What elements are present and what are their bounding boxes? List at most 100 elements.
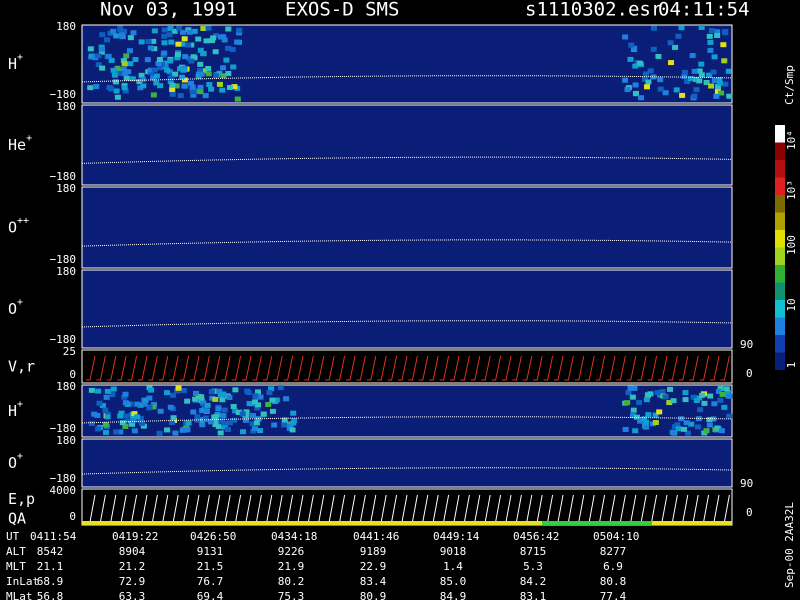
y-tick-top: 180 bbox=[56, 265, 76, 278]
blob bbox=[127, 401, 134, 407]
cell: 9226 bbox=[278, 545, 305, 558]
sweep bbox=[210, 355, 221, 381]
blob bbox=[88, 53, 95, 59]
blob bbox=[198, 394, 205, 400]
cell: 5.3 bbox=[523, 560, 543, 573]
blob bbox=[95, 62, 102, 68]
blob bbox=[179, 41, 186, 47]
blob bbox=[655, 53, 662, 59]
right-tick: 0 bbox=[746, 367, 753, 380]
blob bbox=[220, 413, 227, 419]
blob bbox=[197, 84, 204, 90]
blob bbox=[199, 422, 206, 428]
blob bbox=[273, 397, 280, 403]
blob bbox=[87, 85, 94, 91]
blob bbox=[212, 422, 219, 428]
sweep bbox=[658, 355, 668, 381]
blob bbox=[134, 401, 141, 407]
trace bbox=[81, 156, 733, 164]
cell: 0441:46 bbox=[353, 530, 399, 543]
cell: 69.4 bbox=[197, 590, 224, 600]
cell: 75.3 bbox=[278, 590, 305, 600]
blob bbox=[226, 420, 233, 426]
blob bbox=[628, 42, 635, 48]
blob bbox=[265, 401, 272, 407]
blob bbox=[669, 429, 676, 435]
blob bbox=[268, 386, 275, 392]
sweep bbox=[283, 355, 294, 381]
sweep bbox=[377, 355, 387, 381]
blob bbox=[121, 85, 128, 91]
blob bbox=[249, 421, 256, 427]
blob bbox=[631, 385, 638, 391]
blob bbox=[637, 418, 644, 424]
blob bbox=[193, 390, 200, 396]
blob bbox=[209, 395, 216, 401]
blob bbox=[226, 394, 233, 400]
blob bbox=[108, 86, 115, 92]
blob bbox=[688, 76, 695, 82]
blob bbox=[180, 388, 187, 394]
panel-label: H+ bbox=[8, 399, 23, 420]
blob bbox=[99, 402, 106, 408]
y-tick-bottom: −180 bbox=[50, 472, 77, 485]
blob bbox=[120, 66, 127, 72]
blob bbox=[113, 88, 120, 94]
blob bbox=[220, 65, 227, 71]
colorbar-tick: 10³ bbox=[785, 180, 798, 200]
blob bbox=[722, 81, 729, 87]
colorbar-title: Ct/Smp bbox=[783, 65, 796, 105]
blob bbox=[164, 390, 171, 396]
blob bbox=[164, 67, 171, 73]
blob bbox=[714, 425, 721, 431]
blob bbox=[197, 47, 204, 53]
blob bbox=[161, 33, 168, 39]
blob bbox=[174, 55, 181, 61]
blob bbox=[167, 404, 174, 410]
cell: 83.4 bbox=[360, 575, 387, 588]
blob bbox=[177, 66, 184, 72]
blob bbox=[113, 429, 120, 435]
blob bbox=[119, 420, 126, 426]
blob bbox=[232, 408, 239, 414]
cell: 68.9 bbox=[37, 575, 64, 588]
sweep bbox=[606, 355, 616, 381]
blob bbox=[203, 38, 210, 44]
blob bbox=[169, 91, 176, 97]
cell: 8542 bbox=[37, 545, 64, 558]
row-label: InLat bbox=[6, 575, 39, 588]
blob bbox=[225, 70, 232, 76]
colorbar-cell bbox=[775, 352, 785, 370]
row-label: UT bbox=[6, 530, 20, 543]
sweep bbox=[148, 355, 158, 381]
y-tick-bottom: −180 bbox=[50, 88, 77, 101]
blob bbox=[688, 421, 695, 427]
blob bbox=[110, 28, 117, 34]
blob bbox=[184, 398, 191, 404]
blob bbox=[151, 67, 158, 73]
trace bbox=[81, 467, 733, 475]
row-label: ALT bbox=[6, 545, 26, 558]
blob bbox=[96, 400, 103, 406]
sweep bbox=[574, 355, 585, 381]
blob bbox=[174, 52, 181, 58]
sweep bbox=[699, 355, 710, 381]
blob bbox=[690, 394, 697, 400]
cell: 0434:18 bbox=[271, 530, 317, 543]
blob bbox=[234, 96, 241, 102]
blob bbox=[643, 424, 650, 430]
blob bbox=[137, 402, 144, 408]
blob bbox=[102, 421, 109, 427]
blob bbox=[627, 56, 634, 62]
sweep bbox=[512, 355, 522, 381]
cell: 63.3 bbox=[119, 590, 146, 600]
y-tick-bottom: 0 bbox=[69, 510, 76, 523]
sweep bbox=[273, 355, 283, 381]
label-text: V,r bbox=[8, 357, 35, 375]
blob bbox=[622, 426, 629, 432]
cell: 21.5 bbox=[197, 560, 224, 573]
blob bbox=[714, 89, 721, 95]
blob bbox=[693, 398, 700, 404]
y-tick-bottom: −180 bbox=[50, 333, 77, 346]
blob bbox=[190, 409, 197, 415]
